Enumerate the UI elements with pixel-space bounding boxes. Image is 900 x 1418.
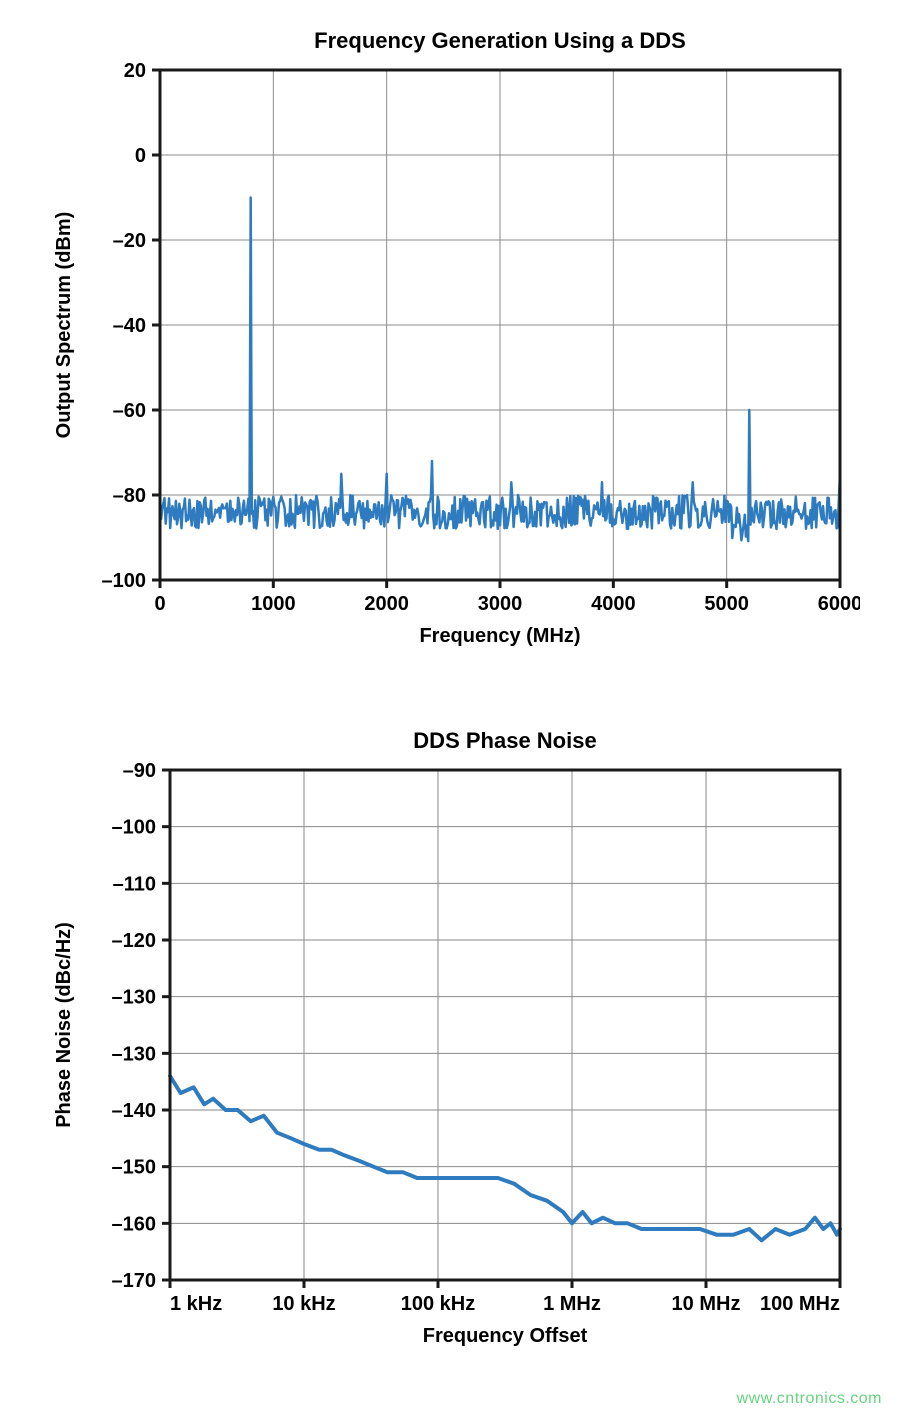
xtick-label: 100 kHz [401, 1293, 476, 1315]
page: 0 1000 2000 3000 4000 5000 6000 20 0 –20 –40 –60 –80… [0, 0, 900, 1418]
y-axis-label: Phase Noise (dBc/Hz) [53, 922, 75, 1128]
xtick-label: 4000 [591, 593, 636, 615]
ytick-label: –90 [123, 760, 156, 782]
xtick-label: 1 MHz [543, 1293, 601, 1315]
ytick-label: –120 [112, 930, 157, 952]
xtick-label: 6000 [818, 593, 860, 615]
ytick-label: –140 [112, 1100, 157, 1122]
spectrum-chart-svg: 0 1000 2000 3000 4000 5000 6000 20 0 –20 –40 –60 –80… [40, 20, 860, 660]
phase-noise-chart: 1 kHz 10 kHz 100 kHz 1 MHz 10 MHz 100 MHz –90 –… [40, 720, 860, 1360]
ytick-label: –80 [113, 485, 146, 507]
chart-title: DDS Phase Noise [413, 728, 596, 753]
xtick-label: 10 kHz [272, 1293, 335, 1315]
y-axis-label: Output Spectrum (dBm) [53, 212, 75, 439]
ytick-label: –100 [102, 570, 147, 592]
xtick-label: 5000 [704, 593, 749, 615]
ytick-label: –100 [112, 817, 157, 839]
xtick-label: 1000 [251, 593, 296, 615]
ytick-label: 0 [135, 145, 146, 167]
ytick-label: 20 [124, 60, 146, 82]
ytick-label: –40 [113, 315, 146, 337]
watermark-text: www.cntronics.com [737, 1390, 882, 1408]
xtick-label: 10 MHz [672, 1293, 741, 1315]
ytick-label: –110 [113, 873, 156, 895]
xtick-label: 1 kHz [170, 1293, 222, 1315]
ytick-label: –170 [112, 1270, 157, 1292]
ytick-label: –20 [113, 230, 146, 252]
ytick-label: –160 [112, 1213, 157, 1235]
ytick-label: –130 [112, 987, 157, 1009]
ytick-label: –150 [112, 1157, 157, 1179]
ytick-label: –60 [113, 400, 146, 422]
xtick-label: 2000 [364, 593, 409, 615]
ytick-label: –130 [112, 1043, 157, 1065]
x-axis-label: Frequency (MHz) [419, 625, 580, 647]
xtick-label: 3000 [478, 593, 523, 615]
phase-noise-chart-svg: 1 kHz 10 kHz 100 kHz 1 MHz 10 MHz 100 MHz –90 –… [40, 720, 860, 1360]
spectrum-chart: 0 1000 2000 3000 4000 5000 6000 20 0 –20 –40 –60 –80… [40, 20, 860, 660]
x-axis-label: Frequency Offset [423, 1325, 588, 1347]
xtick-label: 100 MHz [760, 1293, 840, 1315]
xtick-label: 0 [154, 593, 165, 615]
chart-title: Frequency Generation Using a DDS [314, 28, 686, 53]
